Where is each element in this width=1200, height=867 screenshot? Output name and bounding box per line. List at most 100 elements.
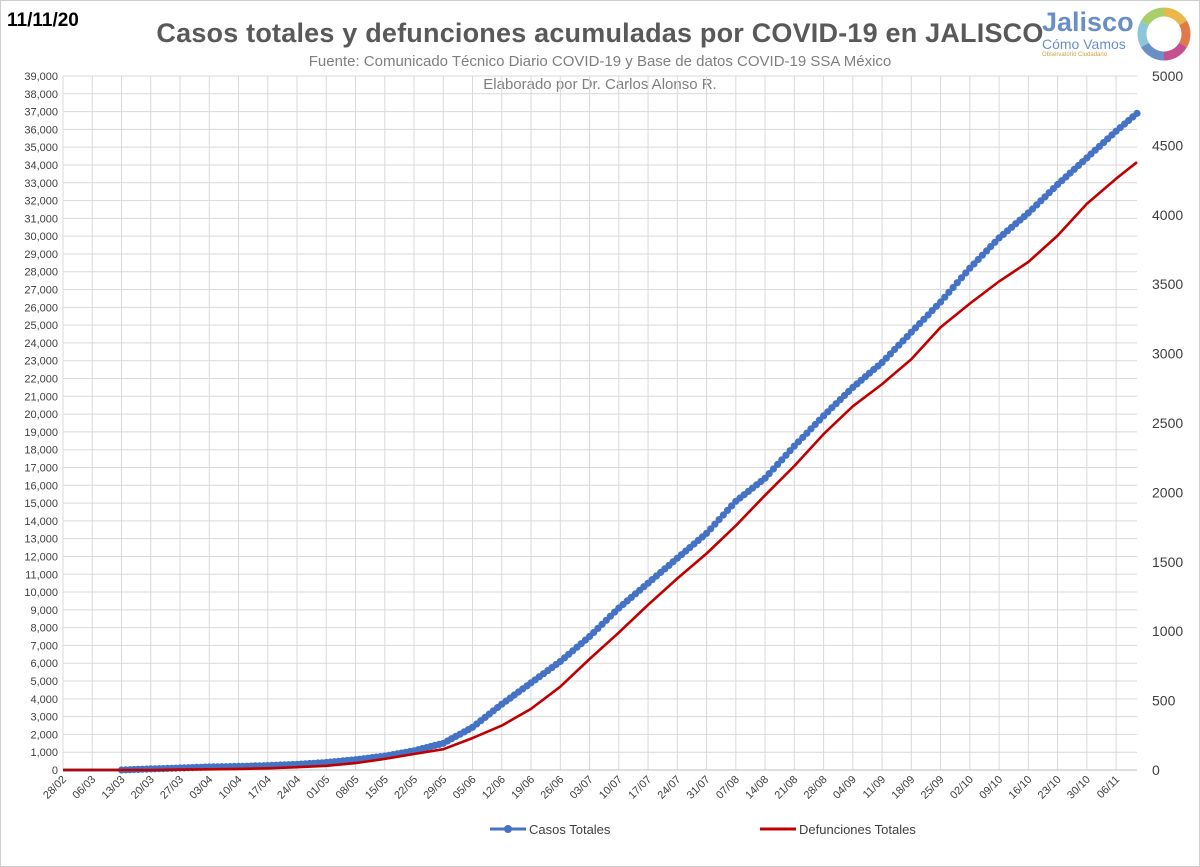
series-casos-totales [63,109,1141,774]
data-point [778,456,786,464]
data-point [957,274,966,282]
x-tick-label: 07/08 [714,774,742,802]
series-group [63,109,1141,774]
y-right-tick-label: 500 [1152,693,1176,709]
y-left-tick-label: 39,000 [24,71,58,83]
y-left-tick-label: 26,000 [24,302,58,314]
x-tick-label: 10/07 [597,774,625,802]
x-tick-label: 01/05 [304,774,332,802]
y-left-tick-label: 25,000 [24,320,58,332]
jalisco-como-vamos-logo: Jalisco Cómo Vamos Observatorio Ciudadan… [1038,4,1198,62]
y-left-tick-label: 28,000 [24,267,58,279]
chart-author: Elaborado por Dr. Carlos Alonso R. [483,76,717,93]
y-left-tick-label: 16,000 [24,480,58,492]
y-right-tick-label: 4500 [1152,137,1183,153]
x-tick-label: 14/08 [743,774,771,802]
data-point [765,470,773,478]
data-point [711,520,719,528]
data-point [941,293,949,301]
x-tick-label: 09/10 [977,774,1005,802]
data-point [937,298,945,306]
logo-ring-segment [1178,20,1191,48]
y-right-tick-label: 1500 [1152,554,1183,570]
data-point [945,288,953,296]
y-right-tick-label: 0 [1152,762,1160,778]
y-left-tick-label: 3,000 [30,712,58,724]
data-point [786,447,794,455]
y-left-tick-label: 18,000 [24,445,58,457]
legend-label: Casos Totales [529,822,611,837]
y-left-tick-label: 10,000 [24,587,58,599]
y-axis-left-labels: 0 1,000 2,000 3,000 4,000 5,000 6,000 7,000 8,00… [24,71,58,777]
y-left-tick-label: 27,000 [24,285,58,297]
y-right-tick-label: 5000 [1152,68,1183,84]
logo-ring-segment [1163,42,1187,61]
x-tick-label: 25/09 [919,774,947,802]
y-left-tick-label: 1,000 [30,747,58,759]
logo-ring-segment [1141,42,1165,61]
data-point [719,511,727,519]
x-tick-label: 02/10 [948,774,976,802]
y-left-tick-label: 2,000 [30,729,58,741]
report-date: 11/11/20 [7,10,79,31]
x-tick-label: 27/03 [158,774,186,802]
y-left-tick-label: 9,000 [30,605,58,617]
legend-label: Defunciones Totales [799,822,916,837]
x-tick-label: 08/05 [334,774,362,802]
y-left-tick-label: 23,000 [24,356,58,368]
y-left-tick-label: 24,000 [24,338,58,350]
x-tick-label: 22/05 [392,774,420,802]
chart-title: Casos totales y defunciones acumuladas p… [156,18,1044,48]
y-left-tick-label: 8,000 [30,623,58,635]
x-tick-label: 20/03 [129,774,157,802]
x-tick-label: 26/06 [538,774,566,802]
y-left-tick-label: 35,000 [24,142,58,154]
data-point [728,502,736,510]
x-tick-label: 06/11 [1095,774,1122,801]
x-tick-label: 13/03 [100,774,128,802]
y-left-tick-label: 5,000 [30,676,58,688]
x-tick-label: 24/04 [275,774,303,802]
series-line [63,112,1138,772]
logo-ring-segment [1137,20,1150,48]
logo-ring-segment [1141,7,1165,26]
x-tick-label: 30/10 [1065,774,1093,802]
y-right-tick-label: 3500 [1152,276,1183,292]
y-left-tick-label: 30,000 [24,231,58,243]
y-left-tick-label: 4,000 [30,694,58,706]
x-tick-label: 29/05 [421,774,449,802]
y-left-tick-label: 31,000 [24,213,58,225]
logo-ring-segment [1163,7,1187,26]
x-axis-labels: 28/02 06/03 13/03 20/03 27/03 03/04 10/04 17/04… [41,774,1122,802]
x-tick-label: 03/04 [187,774,215,802]
y-left-tick-label: 11,000 [25,569,58,581]
x-tick-label: 23/10 [1036,774,1064,802]
data-point [953,279,961,287]
y-left-tick-label: 38,000 [24,89,58,101]
x-tick-label: 24/07 [655,774,683,802]
x-tick-label: 04/09 [831,774,859,802]
x-tick-label: 28/08 [802,774,830,802]
x-tick-label: 05/06 [451,774,479,802]
data-point [1133,109,1141,117]
y-right-tick-label: 2000 [1152,484,1183,500]
legend-item-casos-totales: Casos Totales [490,822,611,837]
y-left-tick-label: 12,000 [24,551,58,563]
legend-marker [504,825,512,833]
logo-tagline: Cómo Vamos [1042,36,1126,52]
x-tick-label: 10/04 [217,774,245,802]
y-right-tick-label: 1000 [1152,623,1183,639]
logo-ring-icon [1137,7,1191,61]
x-tick-label: 31/07 [685,774,713,802]
data-point [962,269,970,277]
series-line [63,161,1138,772]
y-left-tick-label: 15,000 [24,498,58,510]
y-left-tick-label: 21,000 [24,391,58,403]
x-tick-label: 21/08 [772,774,800,802]
y-left-tick-label: 14,000 [24,516,58,528]
x-tick-label: 06/03 [70,774,98,802]
y-left-tick-label: 29,000 [24,249,58,261]
y-left-tick-label: 32,000 [24,196,58,208]
y-left-tick-label: 0 [52,765,58,777]
